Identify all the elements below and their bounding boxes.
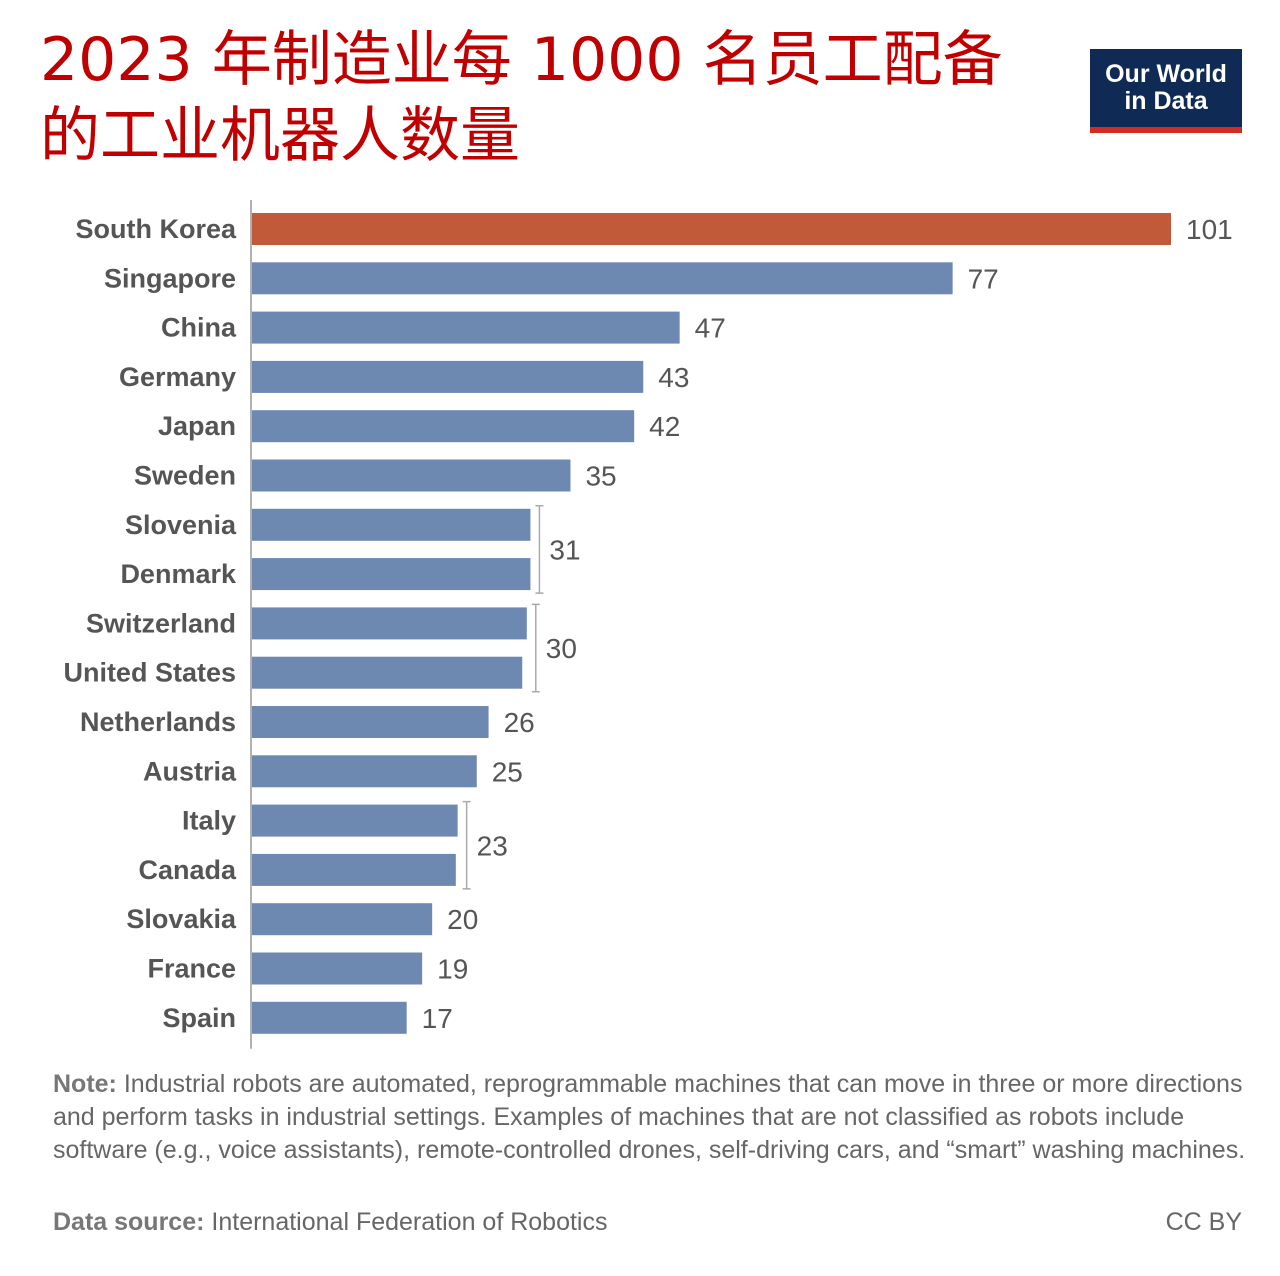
chart-title: 2023 年制造业每 1000 名员工配备的工业机器人数量 (40, 25, 1003, 171)
bar-austria (252, 755, 477, 788)
data-source: Data source: International Federation of… (53, 1208, 607, 1237)
value-label: 43 (658, 362, 689, 393)
license-label[interactable]: CC BY (1165, 1208, 1242, 1236)
category-label: Austria (143, 756, 237, 786)
category-label: Slovakia (126, 904, 237, 934)
bar-united-states (252, 656, 523, 689)
category-label: Canada (138, 855, 237, 885)
category-label: Singapore (104, 263, 236, 293)
value-label: 47 (695, 313, 726, 344)
value-label: 30 (546, 633, 577, 664)
logo-line-2: in Data (1124, 87, 1208, 115)
group-bracket (531, 603, 540, 693)
bar-italy (252, 804, 458, 837)
group-bracket (462, 800, 471, 890)
category-label: Germany (119, 362, 236, 392)
value-label: 19 (437, 954, 468, 985)
value-label: 23 (477, 830, 508, 861)
bar-slovenia (252, 508, 531, 541)
bar-netherlands (252, 706, 489, 738)
note-label: Note: (53, 1070, 117, 1098)
category-label: Switzerland (86, 608, 236, 638)
value-label: 17 (422, 1003, 453, 1034)
bar-chart: South Korea 101 Singapore 77 China 47 Germany 4… (63, 200, 1233, 1049)
value-label: 77 (968, 263, 999, 294)
category-label: United States (63, 658, 236, 688)
bar-china (252, 311, 680, 344)
category-label: Denmark (120, 559, 237, 589)
bar-switzerland (252, 607, 527, 640)
value-label: 20 (447, 904, 478, 935)
owid-logo[interactable]: Our World in Data (1090, 49, 1242, 133)
category-label: Japan (158, 411, 236, 441)
bar-japan (252, 410, 635, 443)
category-label: France (147, 954, 236, 984)
value-label: 26 (504, 707, 535, 738)
source-text: International Federation of Robotics (211, 1208, 608, 1236)
category-label: Spain (162, 1003, 236, 1033)
bar-singapore (252, 262, 953, 295)
value-label: 42 (649, 411, 680, 442)
group-bracket (535, 505, 544, 594)
category-label: Slovenia (125, 510, 237, 540)
category-label: Italy (182, 806, 236, 836)
bar-slovakia (252, 903, 433, 936)
bar-south-korea (252, 213, 1171, 245)
value-label: 31 (549, 534, 580, 565)
source-label: Data source: (53, 1208, 205, 1236)
note-text: Industrial robots are automated, reprogr… (53, 1070, 1246, 1164)
category-label: Netherlands (80, 707, 236, 737)
logo-line-1: Our World (1105, 60, 1227, 88)
bar-germany (252, 360, 644, 393)
bar-france (252, 952, 423, 985)
category-label: China (161, 313, 237, 343)
bar-spain (252, 1001, 407, 1034)
bar-denmark (252, 558, 531, 591)
chart-note: Note: Industrial robots are automated, r… (53, 1068, 1248, 1167)
value-label: 101 (1186, 214, 1233, 245)
category-label: South Korea (75, 214, 236, 244)
category-label: Sweden (134, 461, 236, 491)
bar-sweden (252, 459, 571, 492)
value-label: 35 (585, 461, 616, 492)
value-label: 25 (492, 756, 523, 787)
bar-canada (252, 853, 456, 886)
